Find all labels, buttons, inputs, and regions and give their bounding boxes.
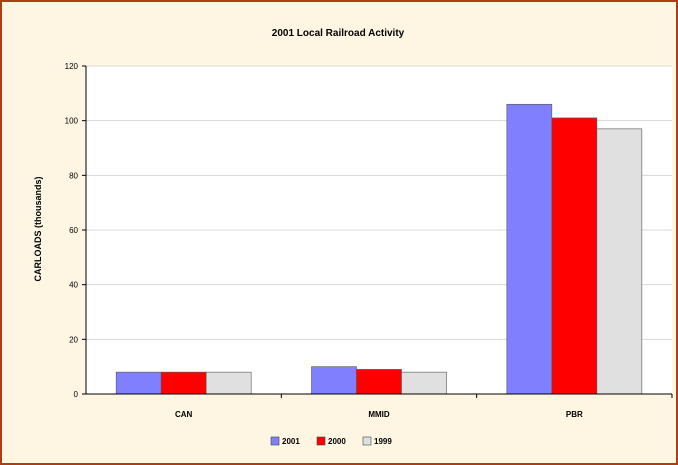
bar-2000-PBR [551,117,598,395]
legend-label-2001: 2001 [282,437,300,446]
legend-label-2000: 2000 [328,437,346,446]
y-tick-label: 80 [69,171,78,180]
bar-1999-PBR [596,128,643,395]
bar-2001-MMID [311,366,357,395]
bar-1999-MMID [401,371,447,395]
y-tick-label: 60 [69,226,78,235]
chart-title: 2001 Local Railroad Activity [272,28,405,39]
legend-label-1999: 1999 [374,437,392,446]
bar-2000-MMID [356,369,402,395]
x-category-label: CAN [175,410,193,419]
legend-swatch-2000 [316,436,326,446]
legend-swatch-2001 [270,436,280,446]
bar-2000-CAN [160,371,207,395]
bar-2001-PBR [506,103,553,395]
bar-2001-CAN [115,371,162,395]
y-axis-label: CARLOADS (thousands) [33,177,43,282]
y-tick-label: 120 [65,62,79,71]
legend-swatch-1999 [362,436,372,446]
x-category-label: PBR [566,410,583,419]
x-category-label: MMID [368,410,390,419]
y-tick-label: 0 [74,390,79,399]
y-tick-label: 40 [69,281,78,290]
y-tick-label: 20 [69,335,78,344]
y-tick-label: 100 [65,117,79,126]
bar-1999-CAN [205,371,252,395]
